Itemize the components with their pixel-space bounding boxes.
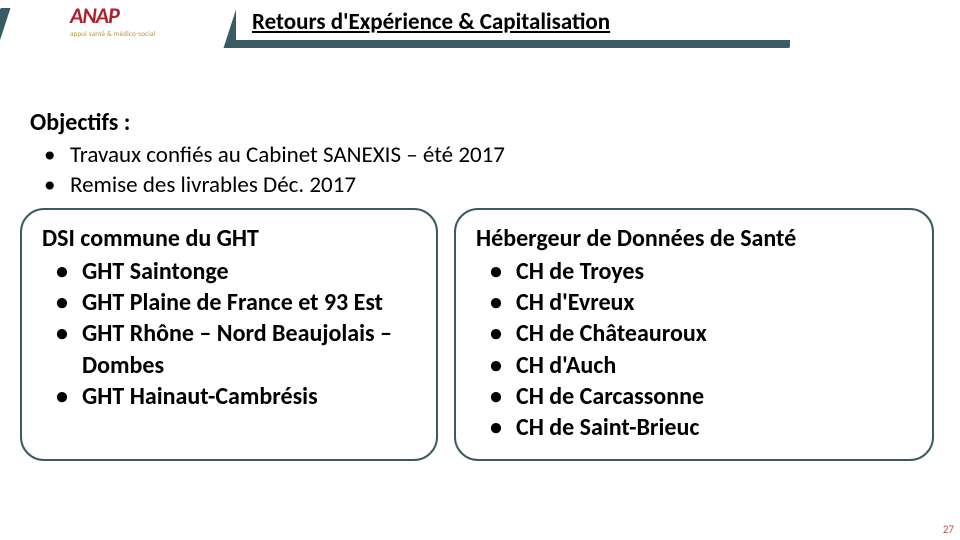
list-item: CH de Saint-Brieuc <box>490 412 912 443</box>
list-item: Travaux confiés au Cabinet SANEXIS – été… <box>44 141 910 171</box>
title-banner: Retours d'Expérience & Capitalisation <box>236 4 796 40</box>
box-title: DSI commune du GHT <box>42 224 416 254</box>
logo-subtitle: appui santé & médico-social <box>70 29 220 38</box>
list-item: GHT Hainaut-Cambrésis <box>56 381 416 412</box>
objectifs-list: Travaux confiés au Cabinet SANEXIS – été… <box>30 141 910 201</box>
slide: ANAP appui santé & médico-social Retours… <box>0 0 960 540</box>
list-item: CH de Carcassonne <box>490 381 912 412</box>
logo: ANAP appui santé & médico-social <box>70 2 220 38</box>
list-item: CH d'Evreux <box>490 287 912 318</box>
slide-title: Retours d'Expérience & Capitalisation <box>252 8 610 36</box>
list-item: GHT Rhône – Nord Beaujolais – Dombes <box>56 318 416 380</box>
list-item: CH de Troyes <box>490 256 912 287</box>
box-list: CH de Troyes CH d'Evreux CH de Châteauro… <box>476 256 912 443</box>
objectifs-section: Objectifs : Travaux confiés au Cabinet S… <box>30 108 910 201</box>
box-dsi: DSI commune du GHT GHT Saintonge GHT Pla… <box>20 208 438 461</box>
page-number: 27 <box>943 523 954 536</box>
box-list: GHT Saintonge GHT Plaine de France et 93… <box>42 256 416 412</box>
box-hds: Hébergeur de Données de Santé CH de Troy… <box>454 208 934 461</box>
logo-text: ANAP <box>70 2 220 29</box>
boxes-row: DSI commune du GHT GHT Saintonge GHT Pla… <box>20 208 940 461</box>
list-item: CH de Châteauroux <box>490 318 912 349</box>
objectifs-title: Objectifs : <box>30 108 910 137</box>
list-item: CH d'Auch <box>490 350 912 381</box>
list-item: GHT Saintonge <box>56 256 416 287</box>
list-item: GHT Plaine de France et 93 Est <box>56 287 416 318</box>
box-title: Hébergeur de Données de Santé <box>476 224 912 254</box>
list-item: Remise des livrables Déc. 2017 <box>44 171 910 201</box>
